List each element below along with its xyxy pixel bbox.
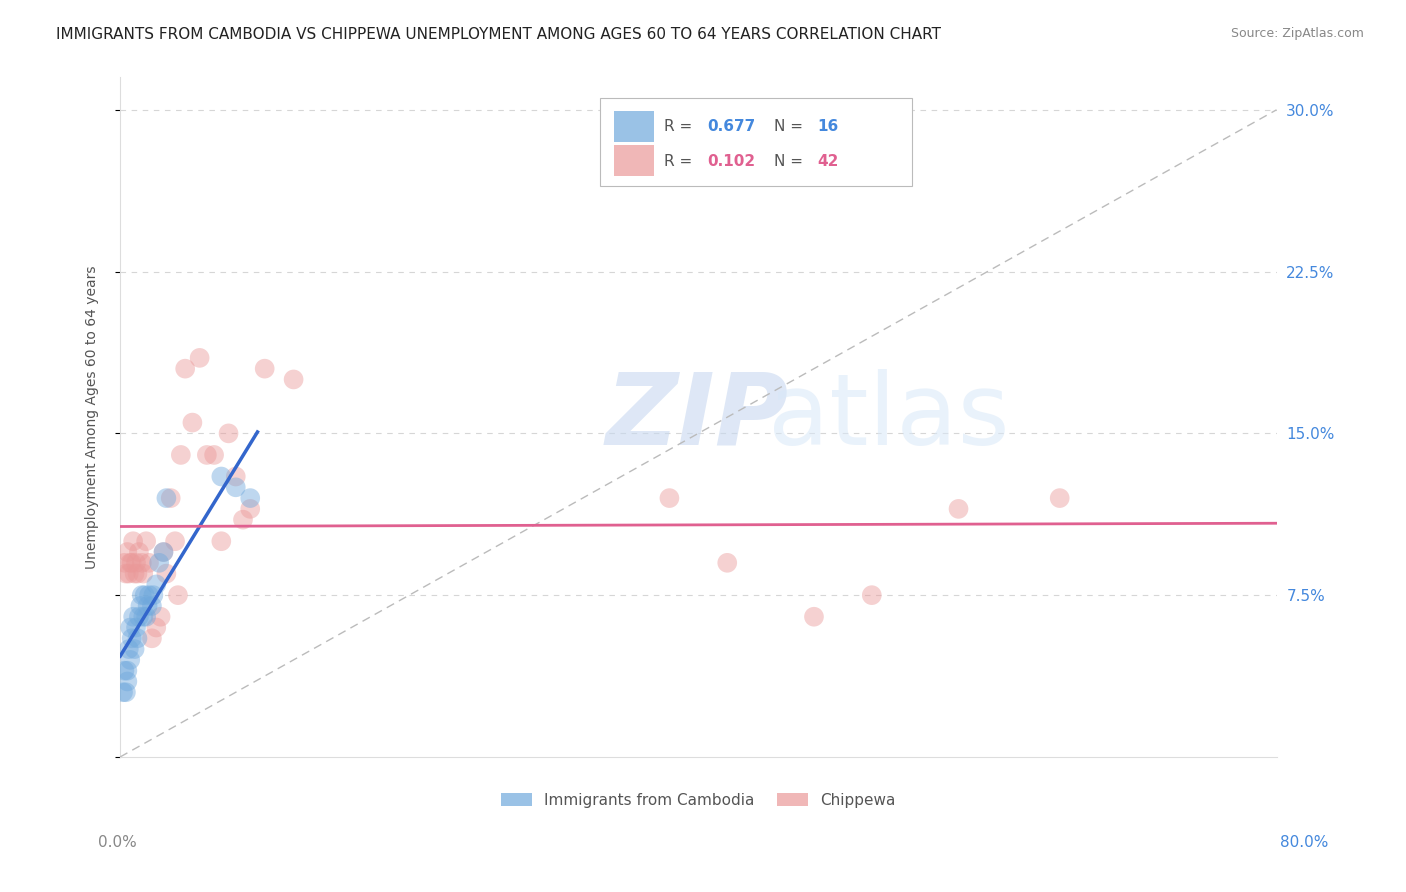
Point — [658, 491, 681, 505]
Point — [125, 556, 148, 570]
Point — [132, 609, 155, 624]
Point — [142, 588, 165, 602]
Point — [138, 556, 160, 570]
Point — [155, 566, 177, 581]
Point — [253, 361, 276, 376]
Point — [155, 491, 177, 505]
Point — [117, 545, 139, 559]
Point — [125, 620, 148, 634]
Point — [141, 632, 163, 646]
Text: N =: N = — [773, 119, 807, 134]
Point — [232, 513, 254, 527]
Point — [131, 588, 153, 602]
Point — [148, 556, 170, 570]
Point — [138, 588, 160, 602]
Point — [128, 609, 150, 624]
Point — [111, 685, 134, 699]
Point — [152, 545, 174, 559]
Point — [127, 566, 149, 581]
Point — [118, 642, 141, 657]
Point — [239, 501, 262, 516]
Point — [188, 351, 211, 365]
Point — [209, 534, 232, 549]
Point — [159, 491, 181, 505]
Point — [120, 653, 142, 667]
Point — [225, 469, 247, 483]
FancyBboxPatch shape — [614, 112, 654, 142]
Text: 0.677: 0.677 — [707, 119, 756, 134]
Point — [127, 632, 149, 646]
Point — [145, 577, 167, 591]
Point — [225, 480, 247, 494]
Text: N =: N = — [773, 153, 807, 169]
Text: ZIP: ZIP — [606, 368, 789, 466]
Point — [115, 685, 138, 699]
Point — [114, 556, 136, 570]
Point — [803, 609, 825, 624]
Point — [124, 566, 146, 581]
Point — [181, 416, 204, 430]
Point — [122, 609, 145, 624]
Point — [167, 588, 190, 602]
Text: IMMIGRANTS FROM CAMBODIA VS CHIPPEWA UNEMPLOYMENT AMONG AGES 60 TO 64 YEARS CORR: IMMIGRANTS FROM CAMBODIA VS CHIPPEWA UNE… — [56, 27, 941, 42]
Text: R =: R = — [664, 119, 697, 134]
Point — [132, 566, 155, 581]
Point — [716, 556, 738, 570]
Point — [117, 674, 139, 689]
Point — [128, 545, 150, 559]
Text: 0.0%: 0.0% — [98, 836, 138, 850]
Point — [124, 642, 146, 657]
FancyBboxPatch shape — [614, 145, 654, 176]
Point — [115, 566, 138, 581]
Point — [120, 556, 142, 570]
Point — [1049, 491, 1071, 505]
Text: 0.102: 0.102 — [707, 153, 755, 169]
Text: Source: ZipAtlas.com: Source: ZipAtlas.com — [1230, 27, 1364, 40]
Point — [117, 664, 139, 678]
Point — [283, 372, 305, 386]
Point — [209, 469, 232, 483]
Point — [134, 588, 156, 602]
Point — [195, 448, 218, 462]
Point — [948, 501, 970, 516]
Y-axis label: Unemployment Among Ages 60 to 64 years: Unemployment Among Ages 60 to 64 years — [86, 266, 100, 569]
Legend: Immigrants from Cambodia, Chippewa: Immigrants from Cambodia, Chippewa — [495, 787, 901, 814]
Point — [135, 534, 157, 549]
Point — [165, 534, 187, 549]
Point — [129, 599, 152, 613]
Point — [136, 599, 159, 613]
Text: 80.0%: 80.0% — [1281, 836, 1329, 850]
Text: atlas: atlas — [768, 368, 1010, 466]
Point — [149, 609, 172, 624]
Text: 42: 42 — [817, 153, 839, 169]
Point — [135, 609, 157, 624]
Text: R =: R = — [664, 153, 697, 169]
Point — [114, 664, 136, 678]
Point — [121, 632, 143, 646]
FancyBboxPatch shape — [600, 98, 912, 186]
Point — [860, 588, 883, 602]
Point — [118, 566, 141, 581]
Point — [239, 491, 262, 505]
Text: 16: 16 — [817, 119, 839, 134]
Point — [174, 361, 197, 376]
Point — [121, 556, 143, 570]
Point — [152, 545, 174, 559]
Point — [170, 448, 193, 462]
Point — [145, 620, 167, 634]
Point — [202, 448, 225, 462]
Point — [120, 620, 142, 634]
Point — [218, 426, 240, 441]
Point — [131, 556, 153, 570]
Point — [141, 599, 163, 613]
Point — [122, 534, 145, 549]
